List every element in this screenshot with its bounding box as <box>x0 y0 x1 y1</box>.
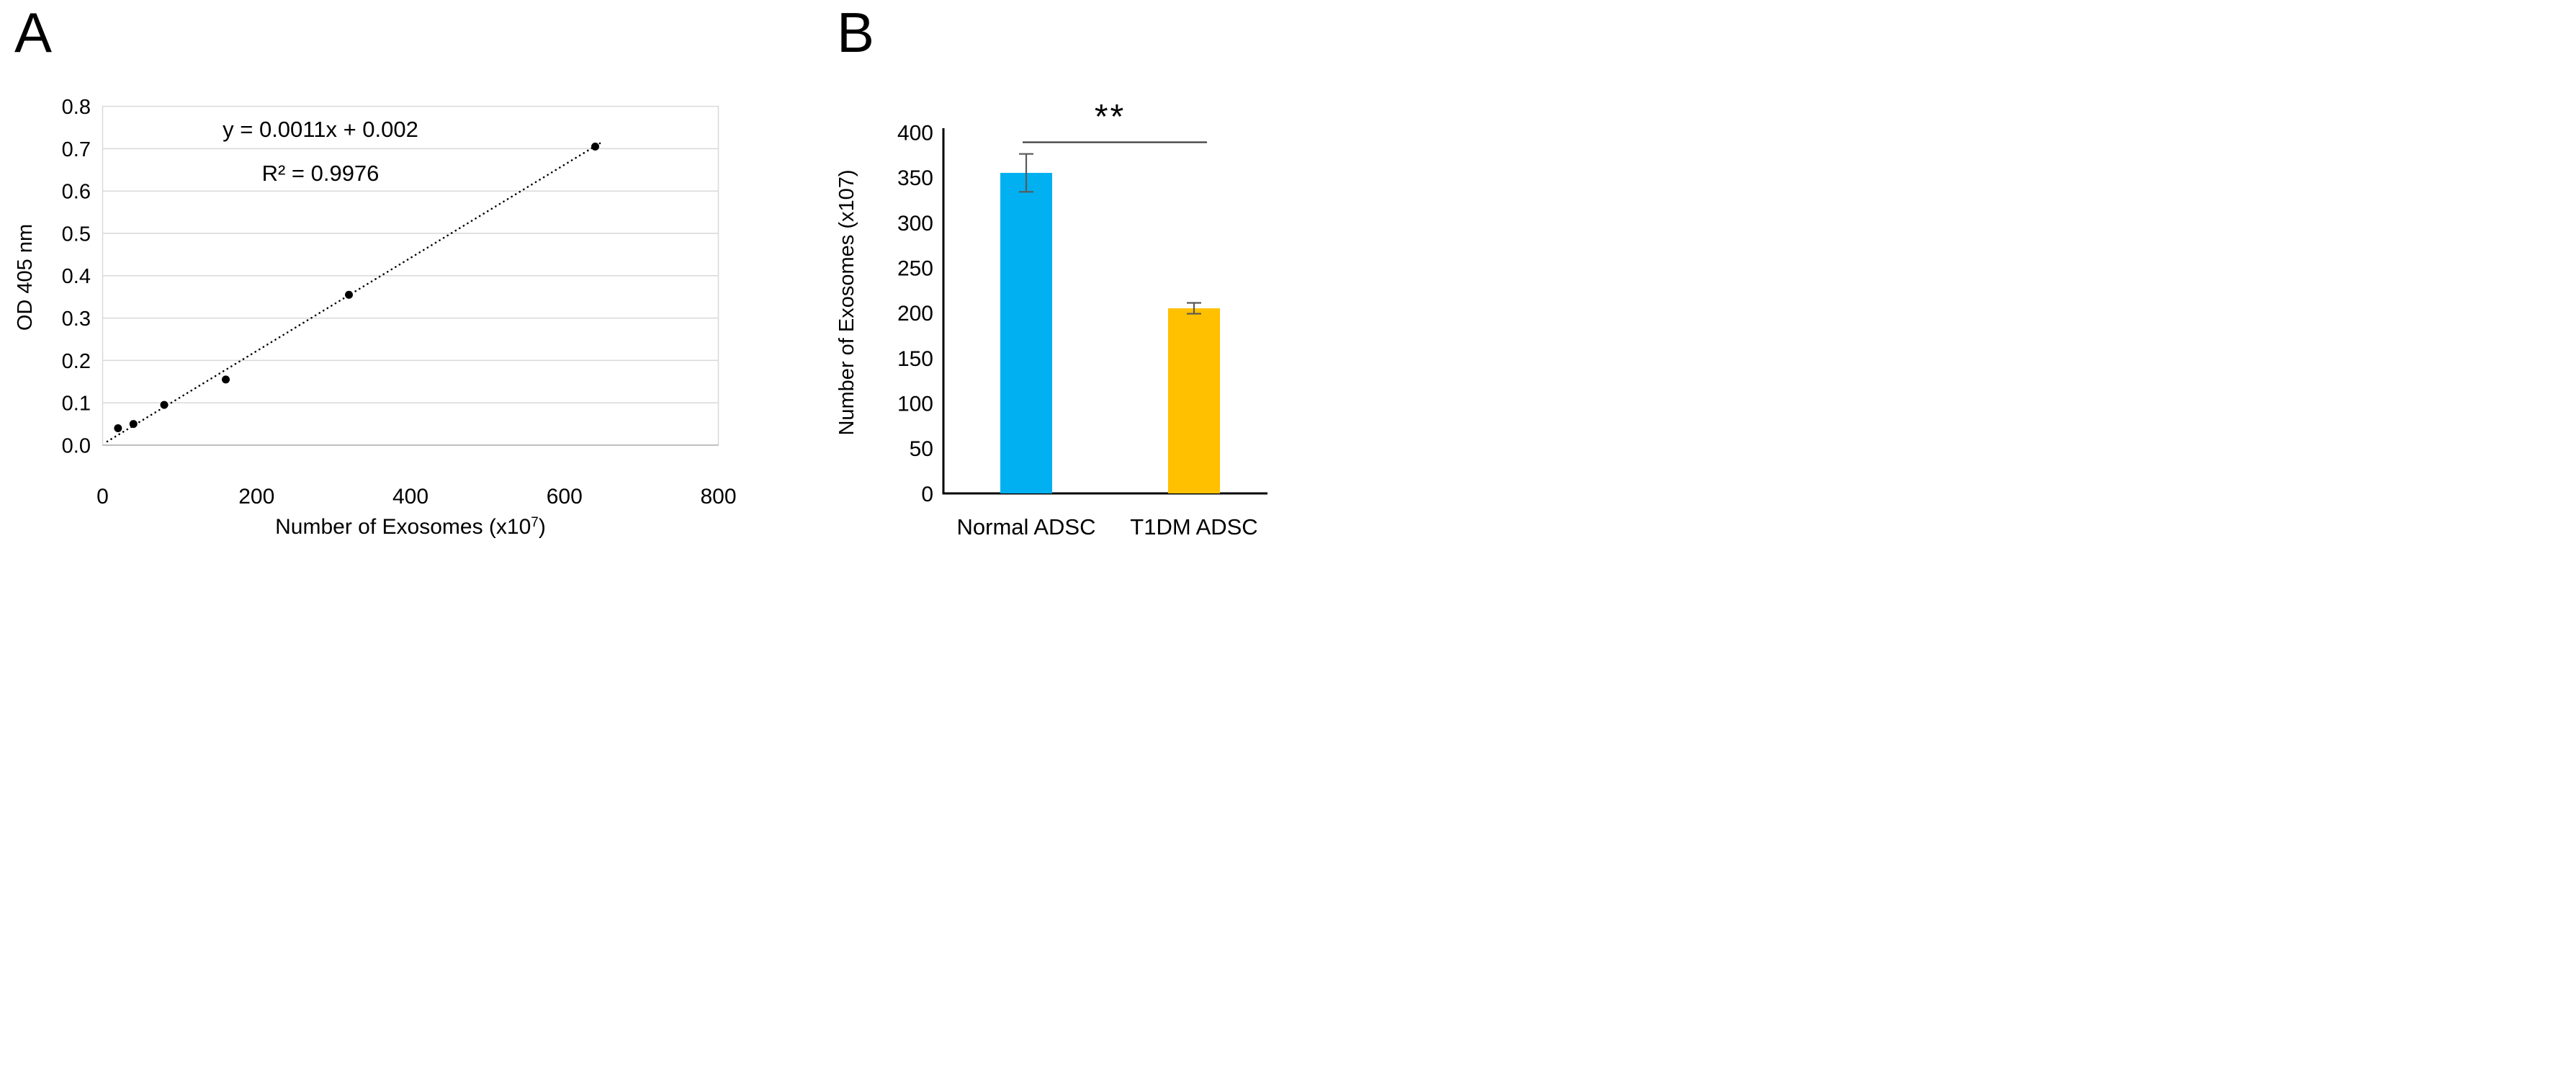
x-tick-label: 400 <box>392 485 428 509</box>
r-squared-value: R² = 0.9976 <box>262 161 380 186</box>
category-label: T1DM ADSC <box>1130 514 1257 540</box>
y-tick-label: 50 <box>910 437 933 461</box>
scatter-chart-standard-curve: 0.0 0.1 0.2 0.3 0.4 0.5 0.6 0.7 0.8 0 200 400 600 800… <box>14 96 737 539</box>
scatter-point <box>129 420 138 429</box>
y-tick-label: 0 <box>921 483 933 506</box>
scatter-point <box>222 375 230 384</box>
y-tick-label: 100 <box>897 392 933 416</box>
y-tick-label: 150 <box>897 347 933 371</box>
x-tick-label: 600 <box>547 485 583 509</box>
trendline-equation: y = 0.0011x + 0.002 <box>223 117 418 142</box>
x-axis-title: Number of Exosomes (x107) <box>275 515 546 539</box>
y-tick-label: 0.6 <box>62 181 91 204</box>
scatter-point <box>591 142 599 151</box>
y-tick-label: 0.0 <box>62 434 91 457</box>
x-tick-label: 800 <box>700 485 736 509</box>
y-tick-label: 0.8 <box>62 96 91 119</box>
y-tick-label: 0.4 <box>62 265 91 288</box>
scatter-point <box>114 424 122 432</box>
y-tick-label: 250 <box>897 256 933 280</box>
y-tick-label: 0.2 <box>62 350 91 373</box>
y-tick-label: 0.7 <box>62 138 91 161</box>
two-panel-figure: A 0.0 0.1 0.2 0.3 0.4 0.5 0.6 0.7 0.8 0 200 400 600 8… <box>0 0 1288 540</box>
trendline-dotted <box>106 140 604 443</box>
y-tick-label: 350 <box>897 166 933 190</box>
y-tick-label: 400 <box>897 121 933 145</box>
panel-b-label: B <box>837 1 875 64</box>
y-tick-label: 300 <box>897 212 933 236</box>
y-tick-label: 200 <box>897 302 933 326</box>
y-tick-label: 0.3 <box>62 308 91 331</box>
x-tick-label: 0 <box>97 485 109 509</box>
x-tick-label: 200 <box>238 485 274 509</box>
panel-a-label: A <box>14 1 53 64</box>
axis-lines <box>942 128 1267 495</box>
scatter-point <box>160 400 169 409</box>
category-label: Normal ADSC <box>957 514 1096 540</box>
bar-normal-adsc <box>1000 173 1052 493</box>
bar-t1dm-adsc <box>1168 308 1220 493</box>
y-axis-title: Number of Exosomes (x107) <box>835 169 858 435</box>
y-tick-label: 0.5 <box>62 223 91 246</box>
y-axis-title: OD 405 nm <box>14 224 37 331</box>
significance-stars: ** <box>1095 98 1126 136</box>
y-tick-label: 0.1 <box>62 393 91 416</box>
scatter-point <box>345 290 353 299</box>
bar-chart-exosome-count: 0 50 100 150 200 250 300 350 400 Number of Exosom… <box>835 98 1267 540</box>
